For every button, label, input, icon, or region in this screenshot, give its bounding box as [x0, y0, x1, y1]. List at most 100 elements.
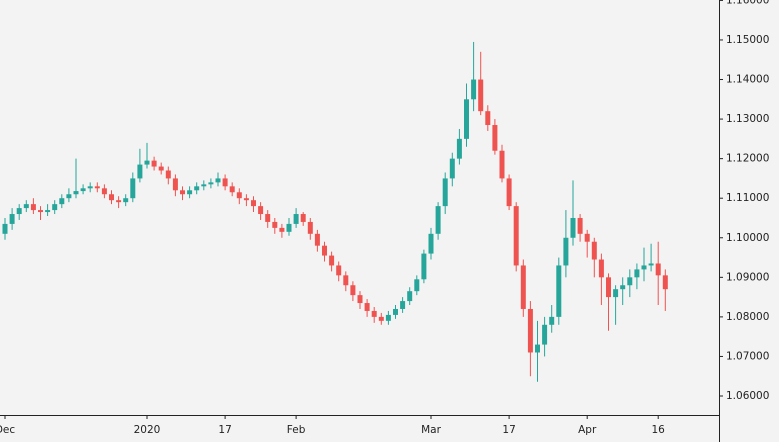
y-tick-label: 1.15000 — [726, 34, 769, 46]
candle-body — [662, 275, 668, 290]
candle-body — [556, 265, 562, 317]
candle-body — [101, 188, 107, 195]
candle-body — [407, 291, 413, 302]
candle-body — [307, 221, 313, 234]
y-tick-label: 1.13000 — [726, 113, 769, 125]
candle-body — [109, 194, 114, 201]
candle-body — [527, 308, 533, 353]
candle-body — [222, 178, 228, 187]
candle-body — [584, 233, 590, 242]
y-tick-label: 1.10000 — [726, 232, 769, 244]
y-tick-label: 1.16000 — [726, 0, 769, 6]
candle-body — [286, 223, 292, 232]
candle-body — [535, 344, 540, 353]
candle-body — [577, 217, 583, 234]
x-tick-label: Feb — [287, 424, 306, 436]
candle-body — [393, 308, 398, 315]
candle-body — [485, 111, 491, 126]
candle-body — [634, 269, 640, 278]
candle-body — [350, 285, 356, 296]
candle-body — [648, 263, 654, 266]
candle-body — [38, 210, 43, 213]
candle-body — [322, 245, 327, 256]
candle-body — [371, 310, 377, 317]
candle-body — [385, 314, 391, 321]
candle-body — [45, 210, 51, 213]
candle-body — [378, 316, 384, 321]
candle-body — [428, 233, 434, 254]
candle-body — [627, 277, 633, 286]
candle-body — [357, 295, 363, 304]
candle-body — [435, 206, 441, 234]
candle-body — [570, 217, 576, 238]
y-tick-label: 1.12000 — [726, 153, 769, 165]
candle-body — [314, 233, 320, 246]
candle-body — [549, 316, 555, 325]
candle-body — [400, 301, 406, 309]
x-tick-label: Mar — [421, 424, 441, 436]
candle-body — [158, 166, 164, 171]
candle-body — [506, 178, 512, 207]
candle-body — [165, 170, 171, 179]
candle-body — [201, 184, 207, 187]
candle-body — [94, 186, 100, 189]
candle-body — [563, 237, 569, 266]
candle-body — [499, 150, 505, 179]
candle-body — [59, 198, 65, 205]
candle-body — [655, 263, 661, 276]
candle-body — [116, 200, 122, 203]
candle-body — [421, 253, 427, 280]
candle-body — [215, 178, 221, 183]
candle-body — [151, 160, 157, 167]
candle-body — [73, 191, 79, 195]
y-tick-label: 1.09000 — [726, 271, 769, 283]
y-tick-label: 1.07000 — [726, 350, 769, 362]
x-tick-label: 17 — [502, 424, 515, 436]
y-tick-label: 1.11000 — [726, 192, 769, 204]
candle-body — [144, 160, 150, 165]
candle-body — [542, 324, 548, 345]
candle-body — [236, 192, 242, 199]
candle-body — [52, 204, 58, 211]
y-tick-label: 1.06000 — [726, 390, 769, 402]
candle-body — [194, 186, 200, 191]
x-tick-label: 16 — [652, 424, 666, 436]
candle-body — [343, 275, 349, 286]
x-tick-label: 2020 — [134, 424, 161, 436]
candle-body — [208, 182, 214, 185]
x-tick-label: Dec — [0, 424, 15, 436]
candle-body — [329, 255, 335, 266]
candle-body — [336, 265, 342, 276]
candle-body — [300, 214, 306, 222]
candle-body — [464, 99, 469, 139]
candle-body — [172, 178, 178, 191]
candle-body — [87, 186, 93, 189]
candle-body — [591, 241, 597, 260]
candle-body — [520, 265, 526, 309]
candle-body — [23, 204, 29, 209]
candle-body — [613, 289, 619, 298]
candle-body — [265, 214, 271, 222]
candle-body — [364, 303, 370, 311]
candle-body — [449, 158, 455, 179]
candle-body — [9, 214, 15, 224]
candle-body — [442, 178, 448, 207]
candle-body — [229, 186, 235, 193]
candle-body — [598, 259, 604, 278]
candle-body — [137, 164, 143, 179]
candle-body — [641, 265, 647, 270]
candle-body — [16, 208, 22, 215]
candle-body — [272, 221, 278, 228]
candle-body — [279, 227, 285, 232]
x-tick-label: Apr — [578, 424, 597, 436]
candle-body — [66, 194, 72, 199]
candle-body — [492, 125, 498, 151]
candle-body — [606, 277, 611, 298]
candle-body — [471, 79, 477, 100]
candle-body — [513, 206, 519, 266]
candle-body — [293, 214, 299, 224]
candle-body — [80, 188, 86, 192]
candle-body — [130, 178, 136, 199]
